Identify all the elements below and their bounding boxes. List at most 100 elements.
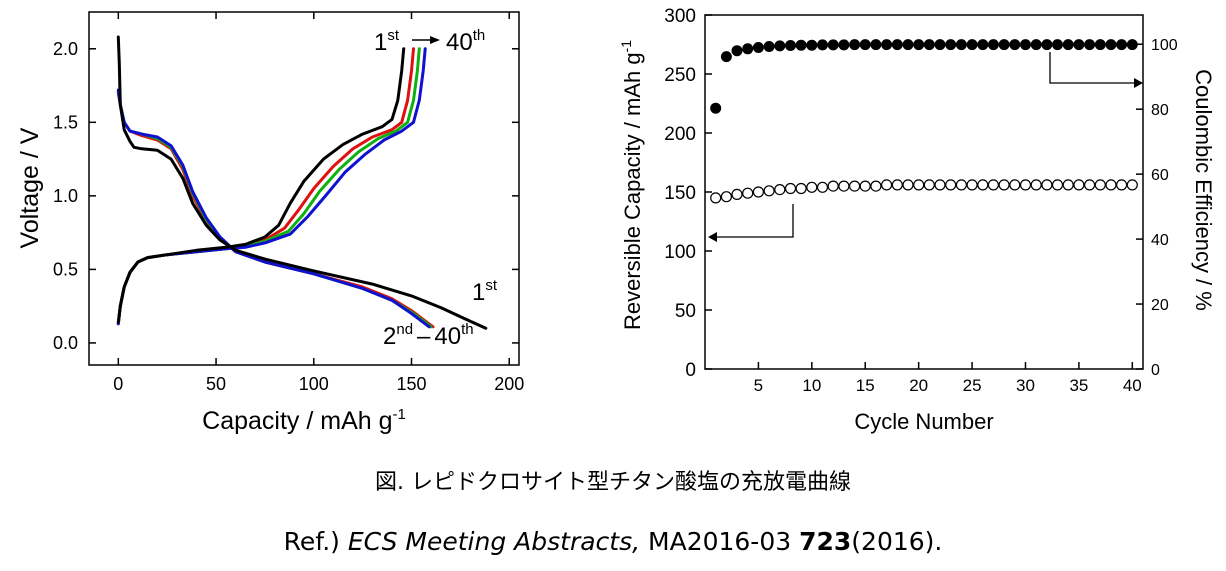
y2-tick-label: 0 [1151, 362, 1160, 379]
efficiency-point [945, 39, 957, 51]
x-tick-label: 5 [754, 376, 763, 395]
y2-tick-label: 80 [1151, 102, 1169, 119]
capacity-point [1019, 179, 1032, 191]
efficiency-point [720, 51, 732, 63]
x-tick-label: 200 [494, 374, 524, 394]
efficiency-point [1052, 39, 1063, 51]
efficiency-point [785, 40, 796, 51]
y-tick-label: 200 [664, 124, 696, 145]
reference-year: (2016). [851, 527, 943, 556]
efficiency-point [742, 43, 754, 55]
y-tick-label: 2.0 [53, 39, 78, 59]
efficiency-point [827, 39, 839, 51]
y2-tick-label: 60 [1151, 167, 1169, 184]
voltage-capacity-chart: 0 50 100 150 200 0.0 0.5 1.0 1.5 2.0 1st 40th 1st… [16, 11, 524, 435]
efficiency-axis-arrowhead [1134, 78, 1143, 88]
left-x-axis-label: Capacity / mAh g-1 [202, 406, 406, 435]
efficiency-point [977, 39, 989, 51]
efficiency-point [731, 45, 743, 57]
x-tick-label: 15 [856, 376, 875, 395]
y-tick-label: 1.5 [53, 112, 78, 132]
capacity-point [774, 184, 786, 196]
discharge-curve [116, 91, 435, 329]
efficiency-point [710, 102, 722, 114]
reference-journal: ECS Meeting Abstracts, [347, 527, 641, 556]
efficiency-point [1084, 39, 1096, 51]
capacity-point [838, 180, 850, 192]
reference-issue: MA2016-03 [648, 527, 792, 556]
left-annotations: 1st 40th 1st 2nd –40th [374, 27, 498, 350]
x-tick-label: 150 [396, 374, 426, 394]
efficiency-point [881, 39, 893, 51]
capacity-point [763, 185, 775, 197]
efficiency-point [849, 39, 861, 51]
x-tick-label: 25 [963, 376, 982, 395]
x-tick-label: 20 [909, 376, 928, 395]
capacity-point [987, 179, 1000, 191]
capacity-point [710, 192, 722, 204]
capacity-point [891, 179, 903, 191]
y-tick-label: 0.0 [53, 333, 78, 353]
capacity-point [966, 179, 978, 191]
efficiency-point [838, 39, 850, 51]
capacity-point [1062, 179, 1074, 191]
y-tick-label: 250 [664, 65, 696, 86]
x-tick-label: 30 [1016, 376, 1035, 395]
discharge-curve [116, 35, 488, 330]
x-tick-label: 40 [1123, 376, 1142, 395]
efficiency-point [891, 39, 903, 51]
charge-curve [116, 47, 421, 326]
efficiency-point [817, 39, 828, 51]
efficiency-axis-arrow [1049, 52, 1134, 84]
efficiency-point [966, 39, 978, 51]
right-axis-ticks: 5 10 15 20 25 30 35 40 0 50 100 150 200 250 300 0 20 40 60… [664, 6, 1178, 395]
reference-prefix: Ref.) [283, 527, 340, 556]
y-tick-label: 1.0 [53, 186, 78, 206]
y2-tick-label: 100 [1151, 37, 1178, 54]
efficiency-point [1126, 39, 1138, 51]
capacity-point [1041, 179, 1053, 191]
efficiency-point [1020, 39, 1031, 51]
efficiency-point [1073, 39, 1085, 51]
y2-tick-label: 20 [1151, 297, 1169, 314]
capacity-point [870, 180, 882, 192]
charge-discharge-curves [116, 35, 488, 330]
capacity-point [731, 188, 743, 200]
x-tick-label: 50 [206, 374, 226, 394]
efficiency-point [752, 42, 764, 53]
efficiency-point [806, 39, 818, 51]
right-y2-axis-label: Coulombic Efficiency / % [1191, 69, 1216, 311]
y-tick-label: 100 [664, 242, 696, 263]
capacity-point [1073, 179, 1085, 191]
y-tick-label: 0 [685, 360, 696, 381]
efficiency-point [987, 39, 999, 51]
reference-line: Ref.) ECS Meeting Abstracts, MA2016-03 7… [0, 527, 1226, 556]
figure-caption: 図. レピドクロサイト型チタン酸塩の充放電曲線 [375, 470, 851, 495]
annotation-first-cycle: 1st [472, 277, 498, 306]
annotation-top-arrowhead [430, 36, 440, 44]
capacity-point [902, 179, 914, 191]
efficiency-point [774, 40, 786, 52]
capacity-point [1051, 179, 1064, 191]
capacity-point [859, 180, 871, 192]
capacity-point [934, 179, 946, 191]
efficiency-point [1105, 39, 1117, 51]
capacity-point [752, 186, 765, 198]
capacity-axis-arrowhead [708, 232, 717, 242]
y-tick-label: 300 [664, 6, 696, 27]
capacity-point [1083, 179, 1096, 191]
efficiency-point [923, 39, 935, 51]
capacity-point [806, 181, 818, 193]
efficiency-point [934, 39, 946, 51]
right-y-axis-label: Reversible Capacity / mAh g-1 [618, 40, 645, 330]
capacity-point [945, 179, 957, 191]
efficiency-point [795, 39, 807, 51]
capacity-point [1009, 179, 1021, 191]
capacity-point [880, 179, 893, 191]
series-axis-arrows [708, 52, 1143, 242]
y-tick-label: 0.5 [53, 259, 78, 279]
capacity-point [816, 181, 829, 193]
left-axis-ticks: 0 50 100 150 200 0.0 0.5 1.0 1.5 2.0 [53, 12, 524, 394]
capacity-point [1030, 179, 1042, 191]
x-tick-label: 35 [1069, 376, 1088, 395]
